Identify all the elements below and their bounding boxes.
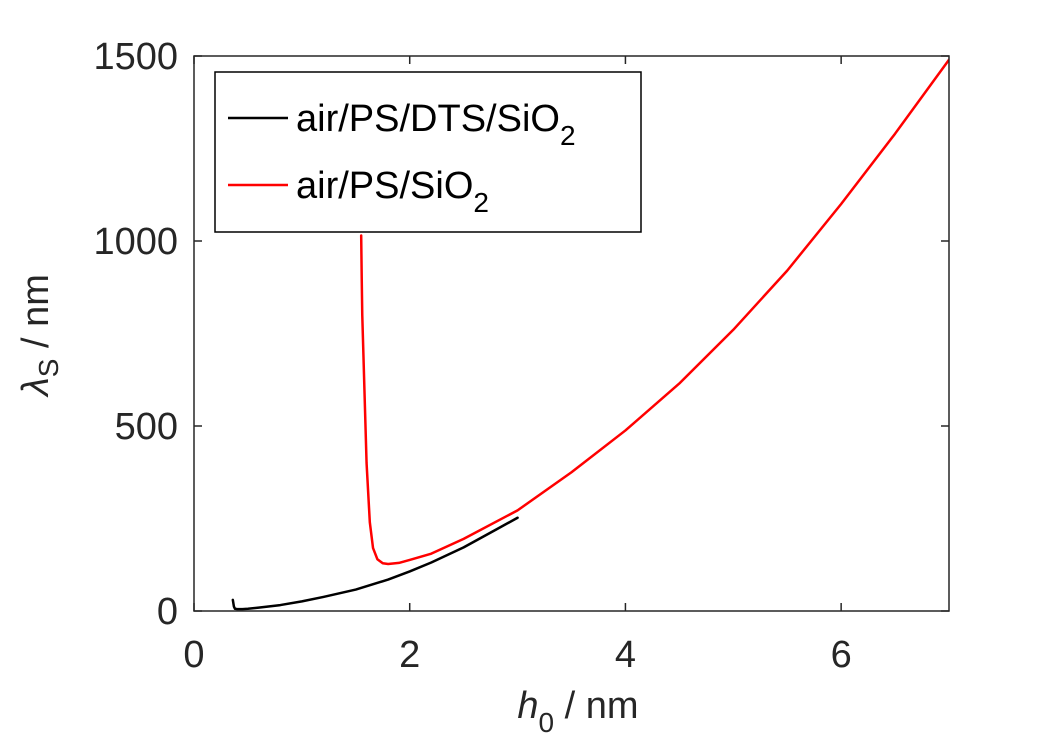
legend-box <box>214 71 642 233</box>
legend: air/PS/DTS/SiO2 air/PS/SiO2 <box>214 71 642 233</box>
x-axis-label: h0 / nm <box>517 685 638 738</box>
y-axis-label-unit: / nm <box>15 274 57 358</box>
y-axis-label-symbol: λ <box>15 377 57 398</box>
x-axis-label-symbol: h <box>517 685 538 727</box>
legend-label-dts: air/PS/DTS/SiO2 <box>296 98 576 151</box>
y-tick-label: 500 <box>115 406 178 448</box>
plot-area <box>231 58 949 611</box>
y-axis-label-subscript: S <box>33 359 64 378</box>
x-tick-label: 2 <box>399 634 420 676</box>
x-tick-label: 4 <box>615 634 636 676</box>
legend-label-dts-main: air/PS/DTS/SiO <box>296 98 560 140</box>
series-line-dts <box>231 516 519 611</box>
legend-label-sio2-sub: 2 <box>473 187 489 218</box>
legend-label-sio2: air/PS/SiO2 <box>296 165 489 218</box>
y-axis-label: λS / nm <box>15 274 64 398</box>
axes: 0 2 4 6 0 500 1000 1500 <box>93 36 950 676</box>
axes-box <box>193 55 950 612</box>
x-tick-label: 6 <box>831 634 852 676</box>
x-tick-label: 0 <box>183 634 204 676</box>
legend-label-sio2-main: air/PS/SiO <box>296 165 473 207</box>
series-line-sio2 <box>359 58 949 566</box>
y-tick-label: 1000 <box>93 221 178 263</box>
y-tick-label: 0 <box>157 591 178 633</box>
x-axis-label-unit: / nm <box>554 685 638 727</box>
x-axis-label-subscript: 0 <box>539 707 555 738</box>
legend-label-dts-sub: 2 <box>560 120 576 151</box>
y-tick-label: 1500 <box>93 36 178 78</box>
